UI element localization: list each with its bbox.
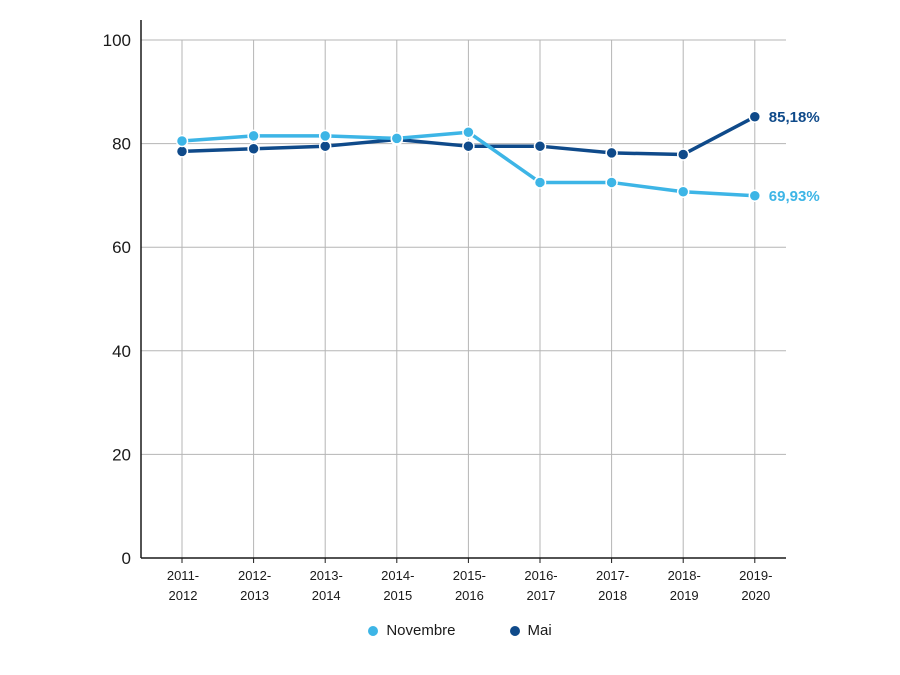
- legend-item-mai: Mai: [509, 622, 552, 639]
- x-tick-label: 2013: [240, 588, 269, 603]
- data-point: [175, 134, 189, 148]
- data-point: [748, 189, 762, 203]
- data-point: [605, 146, 618, 160]
- data-point: [175, 145, 189, 158]
- x-tick-label: 2016: [455, 588, 484, 603]
- x-tick-label: 2020: [741, 588, 770, 603]
- x-tick-label: 2015: [383, 588, 412, 603]
- x-tick-label: 2014: [312, 588, 341, 603]
- data-point: [605, 176, 618, 189]
- x-tick-label: 2018: [598, 588, 627, 603]
- x-tick-label: 2012: [169, 588, 198, 603]
- legend-item-novembre: Novembre: [368, 622, 456, 639]
- x-tick-label: 2016-: [524, 568, 557, 583]
- end-label-novembre: 69,93%: [769, 188, 820, 205]
- x-tick-label: 2012-: [238, 568, 271, 583]
- data-point: [748, 110, 762, 124]
- data-point: [676, 185, 690, 199]
- grid: [141, 39, 786, 558]
- line-chart: 0 20 40 60 80 100 2011- 2012 2012- 2013 2013- 2014…: [103, 20, 820, 603]
- legend-label-mai: Mai: [527, 622, 552, 639]
- series-mai: [175, 110, 762, 161]
- data-point: [533, 176, 547, 189]
- x-tick-label: 2018-: [668, 568, 701, 583]
- data-point: [247, 129, 260, 143]
- end-label-mai: 85,18%: [769, 109, 820, 126]
- x-axis-ticks: 2011- 2012 2012- 2013 2013- 2014 2014- 2015 2015…: [167, 568, 773, 603]
- y-axis-ticks: 0 20 40 60 80 100: [103, 31, 131, 568]
- data-point: [318, 129, 332, 143]
- x-tick-label: 2017-: [596, 568, 629, 583]
- legend-swatch-novembre: [368, 625, 379, 636]
- x-tick-label: 2014-: [381, 568, 414, 583]
- x-tick-label: 2011-: [167, 568, 199, 583]
- x-tick-label: 2017: [527, 588, 556, 603]
- end-labels: 85,18% 69,93%: [769, 109, 820, 205]
- y-tick-label: 0: [122, 549, 131, 568]
- data-point: [318, 139, 332, 153]
- x-tick-label: 2015-: [453, 568, 486, 583]
- y-tick-label: 20: [112, 445, 131, 464]
- y-tick-label: 40: [112, 342, 131, 361]
- data-point: [533, 139, 547, 153]
- series-layer: [175, 110, 762, 203]
- x-tick-label: 2019: [670, 588, 699, 603]
- data-point: [676, 148, 690, 161]
- y-tick-label: 80: [112, 135, 131, 154]
- series-novembre: [175, 125, 762, 203]
- x-tick-label: 2019-: [739, 568, 772, 583]
- legend: Novembre Mai: [0, 622, 900, 639]
- data-point: [390, 132, 404, 145]
- data-point: [462, 139, 475, 153]
- data-point: [462, 125, 475, 139]
- x-tick-label: 2013-: [310, 568, 343, 583]
- axes: [140, 20, 786, 563]
- y-tick-label: 100: [103, 31, 131, 50]
- legend-label-novembre: Novembre: [386, 622, 456, 639]
- legend-swatch-mai: [509, 625, 520, 636]
- data-point: [247, 142, 260, 156]
- y-tick-label: 60: [112, 238, 131, 257]
